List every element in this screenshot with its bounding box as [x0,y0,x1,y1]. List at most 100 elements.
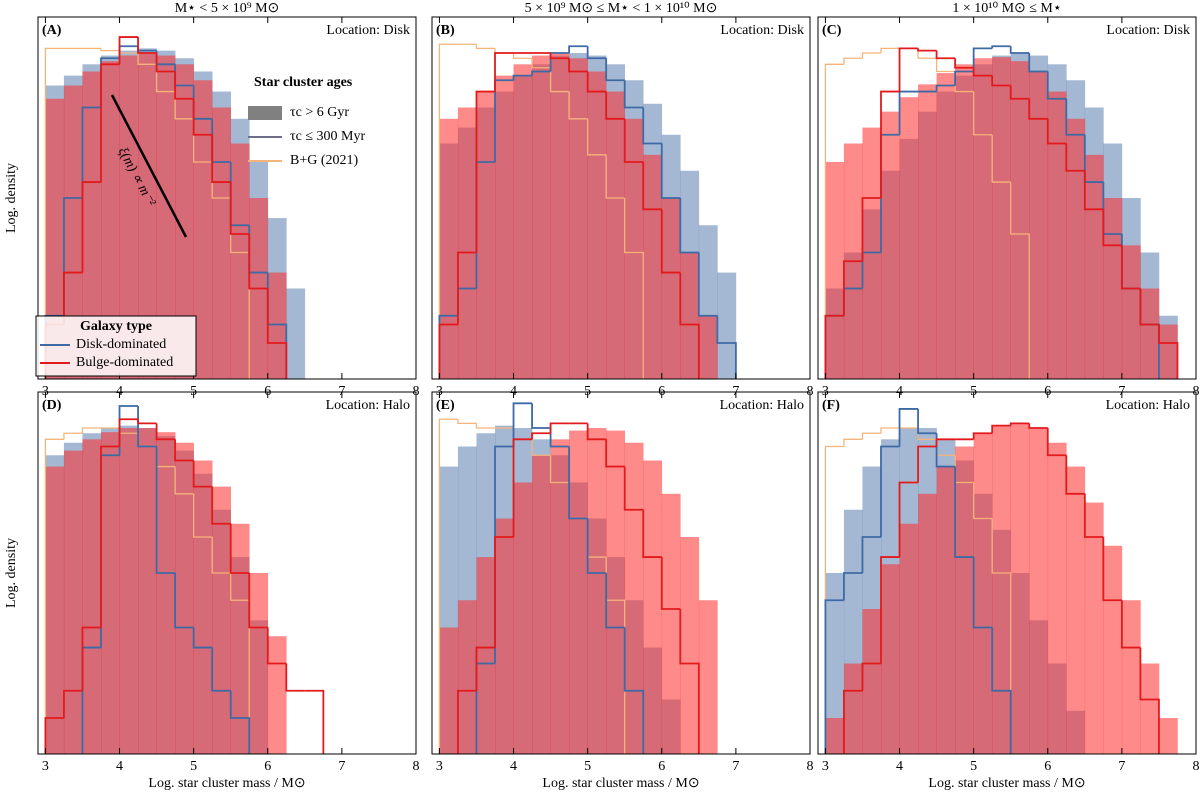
hist-bar [1010,61,1030,379]
hist-step [880,427,900,434]
hist-step [512,402,533,447]
x-tick-label: 5 [584,759,591,774]
hist-step [438,43,458,379]
hist-step [623,627,645,754]
hist-step [843,572,863,601]
hist-bar [661,493,681,754]
hist-bar [881,564,900,754]
panel-label: (D) [42,398,62,413]
x-tick-label: 4 [116,759,123,774]
hist-step [531,439,551,456]
panel-label: (F) [822,398,840,413]
hist-step [1028,98,1048,120]
hist-step [991,424,1011,434]
legend-title: Star cluster ages [254,75,353,90]
hist-bar [267,636,287,754]
hist-bar [955,446,974,754]
x-tick-label: 7 [732,759,739,774]
hist-step [549,428,570,448]
series [45,53,287,379]
hist-step [1009,422,1030,426]
hist-step [1046,118,1067,145]
hist-bar [439,118,459,379]
column-title: 1 × 10¹⁰ M⊙ ≤ M⋆ [952,1,1061,16]
hist-bar [212,107,232,379]
hist-step [192,627,213,649]
x-tick-label: 3 [436,759,443,774]
hist-step [679,198,699,254]
location: Location: Halo [720,398,804,413]
hist-step [660,557,681,610]
hist-bar [267,272,287,379]
hist-bar [918,84,937,379]
hist-bar [249,573,269,754]
hist-step [137,37,157,54]
hist-step [861,662,881,691]
y-axis-label: Log. density [4,538,19,608]
hist-step [1009,85,1030,100]
hist-step [137,419,157,425]
series [438,52,700,379]
x-tick-label: 8 [807,759,814,774]
hist-step [1065,455,1085,495]
hist-bar [513,64,533,379]
series [439,428,718,754]
hist-step [475,423,495,429]
hist-step [586,518,607,574]
hist-step [1102,536,1122,602]
hist-step [586,46,607,60]
hist-step [211,486,231,525]
hist-step [861,197,881,262]
hist-bar [955,64,974,379]
hist-step [211,647,231,692]
hist-step [438,323,458,379]
hist-step [605,58,625,82]
hist-bar [1121,245,1141,379]
hist-bar [1158,324,1178,379]
panel-label: (B) [436,23,455,38]
hist-step [248,234,268,290]
hist-step [100,63,120,183]
panel [44,405,325,754]
hist-bar [82,71,102,379]
hist-step [642,509,662,558]
hist-step [192,460,213,488]
hist-bar [193,460,213,754]
hist-step [174,439,194,462]
hist-bar [698,600,718,754]
hist-step [568,58,588,73]
hist-step [155,423,176,441]
hist-step [991,45,1011,49]
hist-bar [587,428,607,754]
hist-bar [532,55,551,379]
series [44,36,288,379]
hist-step [1120,600,1141,649]
hist-bar [624,118,644,379]
hist-step [248,573,268,629]
hist-bar [717,272,737,379]
hist-bar [1010,423,1030,754]
hist-step [44,438,64,754]
hist-step [100,48,120,52]
hist-step [586,423,607,441]
x-tick-label: 5 [190,759,197,774]
x-tick-label: 6 [1044,759,1051,774]
hist-step [861,52,881,59]
hist-step [1065,143,1085,172]
hist-step [917,48,937,52]
hist-step [716,315,737,379]
x-tick-label: 4 [896,759,903,774]
series [843,422,1160,754]
location: Location: Disk [720,23,804,38]
hist-bar [532,455,551,754]
panel-label: (E) [436,398,455,413]
hist-bar [476,557,496,754]
hist-bar [1103,198,1123,379]
x-axis-label: Log. star cluster mass / M⊙ [928,776,1085,791]
hist-step [843,438,863,447]
hist-step [679,272,700,379]
hist-step [972,432,993,440]
hist-bar [175,442,194,754]
hist-bar [230,143,250,379]
